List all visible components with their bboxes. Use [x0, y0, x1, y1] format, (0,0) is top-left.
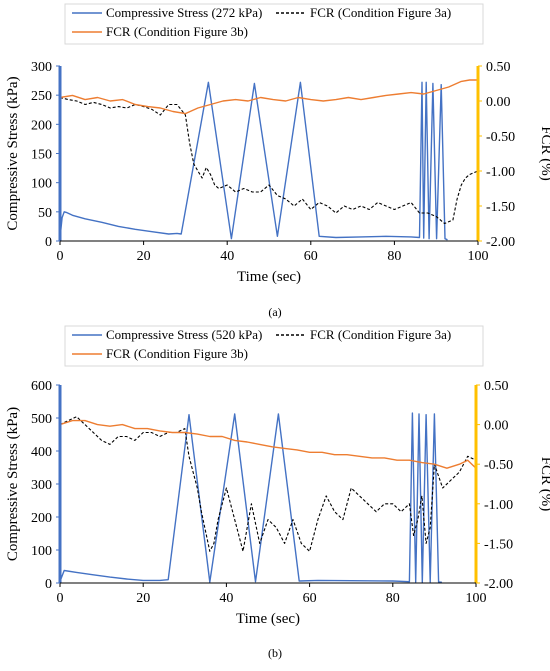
y-right-tick-label: 0.00 [486, 95, 511, 110]
y-left-tick-label: 150 [31, 148, 52, 163]
series-line-2 [59, 419, 477, 469]
y-right-tick-label: -1.50 [486, 200, 515, 215]
y-right-tick-label: -0.50 [484, 458, 513, 473]
chart-panel-a: Compressive Stress (272 kPa) FCR (Conditi… [5, 3, 550, 319]
y-right-tick-label: 0.00 [484, 419, 509, 434]
x-tick-label: 100 [466, 591, 487, 606]
x-tick-label: 20 [137, 249, 151, 264]
y-left-tick-label: 600 [31, 379, 52, 394]
x-tick-label: 20 [136, 591, 150, 606]
y-axis-right-title: FCR (%) [538, 126, 550, 181]
y-left-tick-label: 0 [45, 577, 52, 592]
x-tick-label: 80 [387, 249, 401, 264]
x-tick-label: 60 [304, 249, 318, 264]
x-tick-label: 40 [220, 249, 234, 264]
legend: Compressive Stress (272 kPa) FCR (Conditi… [64, 3, 484, 45]
series-line-1 [59, 96, 479, 225]
series-line-1 [59, 416, 477, 552]
x-tick-label: 40 [219, 591, 233, 606]
panel-caption: (a) [268, 305, 281, 319]
x-tick-label: 60 [303, 591, 317, 606]
y-left-tick-label: 250 [31, 89, 52, 104]
y-left-tick-label: 300 [31, 60, 52, 75]
y-axis-left-title: Compressive Stress (kPa) [5, 76, 21, 230]
series-line-0 [59, 412, 442, 583]
y-left-tick-label: 100 [31, 177, 52, 192]
y-left-tick-label: 100 [31, 544, 52, 559]
series-line-0 [59, 81, 448, 241]
legend-label-2: FCR (Condition Figure 3b) [106, 346, 248, 361]
y-left-tick-label: 300 [31, 478, 52, 493]
y-right-tick-label: -2.00 [486, 235, 515, 250]
series-line-2 [59, 79, 478, 115]
y-axis-right-title: FCR (%) [538, 457, 550, 512]
panel-caption: (b) [268, 646, 282, 660]
chart-panel-b: Compressive Stress (520 kPa) FCR (Conditi… [5, 325, 550, 660]
y-right-tick-label: -0.50 [486, 130, 515, 145]
y-left-tick-label: 500 [31, 412, 52, 427]
y-right-tick-label: 0.50 [486, 60, 511, 75]
legend-label-2: FCR (Condition Figure 3b) [106, 24, 248, 39]
legend-box [64, 325, 484, 367]
legend-label-0: Compressive Stress (520 kPa) [106, 327, 262, 342]
y-left-tick-label: 0 [45, 235, 52, 250]
x-tick-label: 80 [386, 591, 400, 606]
y-right-tick-label: 0.50 [484, 379, 509, 394]
x-axis-title: Time (sec) [236, 611, 300, 627]
x-tick-label: 100 [468, 249, 489, 264]
legend-label-1: FCR (Condition Figure 3a) [310, 327, 451, 342]
x-tick-label: 0 [57, 591, 64, 606]
x-axis-title: Time (sec) [237, 269, 301, 285]
legend-label-0: Compressive Stress (272 kPa) [106, 5, 262, 20]
x-tick-label: 0 [57, 249, 64, 264]
y-left-tick-label: 200 [31, 511, 52, 526]
y-right-tick-label: -1.00 [484, 498, 513, 513]
y-left-tick-label: 400 [31, 445, 52, 460]
y-axis-left-title: Compressive Stress (kPa) [5, 407, 21, 561]
legend-label-1: FCR (Condition Figure 3a) [310, 5, 451, 20]
y-left-tick-label: 50 [38, 206, 52, 221]
y-left-tick-label: 200 [31, 118, 52, 133]
legend-box [64, 3, 484, 45]
legend: Compressive Stress (520 kPa) FCR (Conditi… [64, 325, 484, 367]
y-right-tick-label: -1.00 [486, 165, 515, 180]
y-right-tick-label: -1.50 [484, 537, 513, 552]
y-right-tick-label: -2.00 [484, 577, 513, 592]
